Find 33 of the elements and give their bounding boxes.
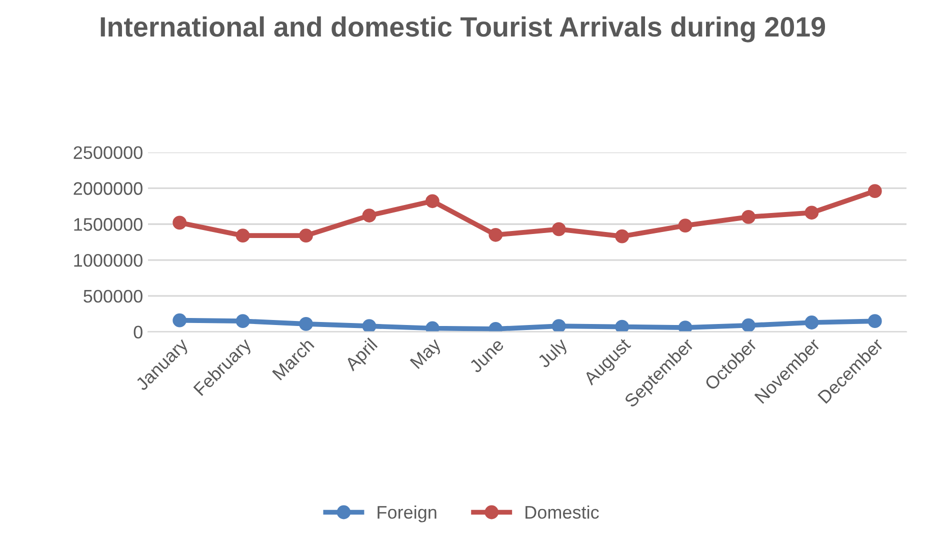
point xyxy=(868,314,882,328)
point xyxy=(552,222,566,236)
x-tick-label: July xyxy=(536,336,571,372)
y-tick-label: 2500000 xyxy=(74,146,142,160)
legend-label: Foreign xyxy=(378,505,436,522)
point xyxy=(236,314,250,328)
y-tick-label: 0 xyxy=(134,326,142,339)
point xyxy=(299,228,313,243)
point xyxy=(804,316,819,330)
y-tick-label: 1500000 xyxy=(74,218,142,231)
point xyxy=(804,206,819,220)
point xyxy=(362,208,376,222)
point xyxy=(868,184,882,198)
point xyxy=(742,318,756,332)
x-tick-label: May xyxy=(410,337,444,372)
point xyxy=(425,194,440,208)
y-tick-label: 500000 xyxy=(84,290,142,303)
point xyxy=(615,320,630,332)
y-tick-label: 2000000 xyxy=(74,182,142,195)
point xyxy=(678,320,692,332)
point xyxy=(552,319,566,332)
point xyxy=(172,216,187,230)
y-tick-label: 1000000 xyxy=(74,254,142,267)
point xyxy=(299,316,313,331)
point xyxy=(362,319,376,332)
legend-label: Domestic xyxy=(526,505,599,519)
point xyxy=(236,228,250,243)
point xyxy=(678,218,692,233)
chart-title: International and domestic Tourist Arrivals during 2019 xyxy=(100,16,825,42)
point xyxy=(172,313,187,328)
point xyxy=(615,229,630,244)
point xyxy=(488,228,503,242)
point xyxy=(742,210,756,224)
